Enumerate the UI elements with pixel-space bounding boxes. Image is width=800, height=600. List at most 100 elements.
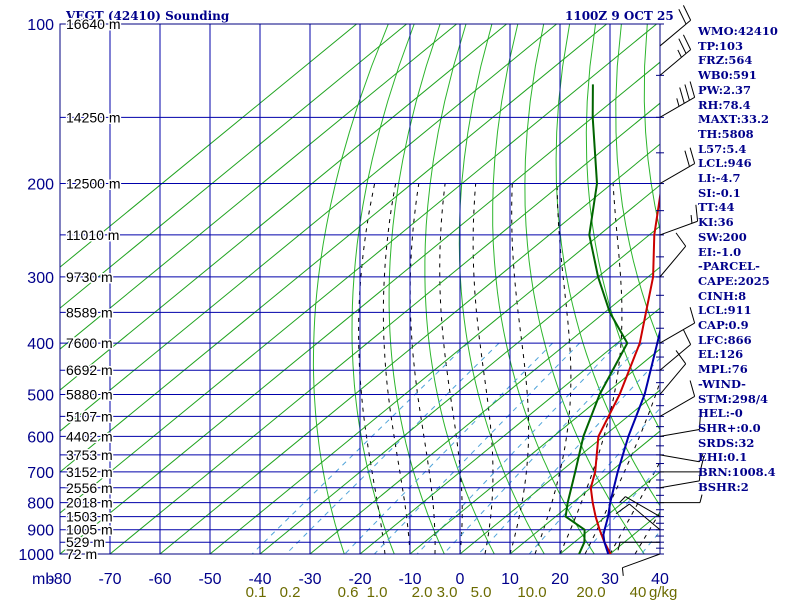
isotherm-line [409, 348, 660, 554]
stat-item: LI:-4.7 [698, 171, 741, 186]
height-label: 1503 m [66, 509, 113, 525]
wind-barb-feather [682, 329, 692, 345]
pressure-tick-label: 800 [27, 496, 54, 513]
wind-barb-half-feather [690, 215, 693, 224]
wind-barb-feather [689, 307, 696, 324]
wind-barb-staff [659, 363, 687, 395]
stat-item: TT:44 [698, 200, 735, 215]
wind-barb-staff [659, 19, 691, 47]
stat-item: HEL:-0 [698, 406, 743, 421]
stat-item: EL:126 [698, 347, 744, 362]
sounding-datetime: 1100Z 9 OCT 25 [565, 9, 674, 23]
mixing-ratio-unit-label: g/kg [649, 584, 677, 600]
temperature-tick-label: 10 [501, 571, 519, 588]
wind-barb [659, 34, 692, 76]
wind-barb-feather [698, 412, 702, 430]
mixing-ratio-tick-label: 0.2 [280, 584, 301, 600]
wind-barb [619, 496, 661, 518]
pressure-tick-label: 300 [27, 270, 54, 287]
height-label: 11010 m [66, 227, 119, 243]
moist-adiabat-line [534, 183, 572, 554]
moist-adiabat-line [409, 183, 436, 554]
stat-item: EI:-1.0 [698, 244, 742, 259]
temperature-tick-label: 0 [456, 571, 465, 588]
temperature-tick-label: -10 [398, 571, 421, 588]
stat-item: RH:78.4 [698, 97, 751, 112]
moist-adiabat-line [609, 460, 660, 554]
wind-barb [659, 412, 702, 437]
dry-adiabat-line [312, 24, 389, 554]
isotherm-line [359, 307, 660, 554]
pressure-tick-label: 700 [27, 465, 54, 482]
height-label: 2556 m [66, 480, 113, 496]
x-axis-unit-label: mb [32, 571, 54, 588]
wind-barb [659, 232, 687, 278]
temperature-tick-label: 30 [601, 571, 619, 588]
stat-item: MAXT:33.2 [698, 112, 769, 127]
wind-barb-half-feather [698, 454, 704, 462]
wind-barb-staff [659, 480, 700, 489]
wind-barb-feather [682, 5, 692, 21]
moist-adiabat-line [509, 183, 530, 554]
stat-item: WB0:591 [698, 68, 757, 83]
wind-barb-feather [675, 232, 687, 247]
height-label: 12500 m [66, 176, 120, 192]
pressure-tick-label: 1000 [18, 547, 54, 564]
moist-adiabat-line [358, 183, 386, 554]
mixing-ratio-tick-label: 10.0 [517, 584, 546, 600]
stat-item: TH:5808 [698, 126, 754, 141]
stat-item: L57:5.4 [698, 141, 747, 156]
mixing-ratio-tick-label: 3.0 [437, 584, 458, 600]
isotherm-line [60, 24, 457, 350]
wind-barb [659, 329, 692, 371]
wind-barb-staff [659, 163, 695, 184]
wind-barb-half-feather [621, 567, 624, 576]
height-label: 3152 m [66, 464, 113, 480]
isotherm-line [60, 24, 557, 432]
temperature-tick-label: -40 [248, 571, 271, 588]
chart-title: VEGT (42410) Sounding [66, 9, 230, 23]
pressure-tick-label: 600 [27, 429, 54, 446]
mixing-ratio-line [285, 342, 500, 554]
wind-barb [659, 472, 701, 489]
wind-barb-feather [684, 150, 690, 167]
wind-barb-feather [684, 84, 690, 101]
height-label: 72 m [66, 546, 97, 562]
wind-barb [659, 307, 696, 344]
mixing-ratio-line [478, 357, 660, 554]
stat-item: CINH:8 [698, 288, 747, 303]
stat-item: -PARCEL- [698, 259, 760, 274]
height-label: 1005 m [66, 522, 113, 538]
height-label: 8589 m [66, 304, 113, 320]
wind-barb-staff [622, 553, 661, 569]
stat-item: BSHR:2 [698, 479, 749, 494]
temperature-tick-label: -30 [298, 571, 321, 588]
height-label: 14250 m [66, 109, 120, 125]
moist-adiabat-line [559, 183, 623, 554]
isotherm-line [309, 266, 660, 554]
stat-item: EHI:0.1 [698, 450, 748, 465]
wind-barb [659, 81, 696, 118]
stat-item: LCL:946 [698, 156, 752, 171]
wind-barb [659, 147, 696, 184]
stat-item: PW:2.37 [698, 82, 752, 97]
isotherm-line [60, 24, 507, 391]
moist-adiabat-line [382, 183, 411, 554]
mixing-ratio-tick-label: 5.0 [471, 584, 492, 600]
wind-barb-staff [659, 245, 687, 278]
mixing-ratio-tick-label: 2.0 [412, 584, 433, 600]
isotherm-line [60, 24, 357, 268]
wind-barb-feather [682, 34, 692, 50]
wind-barb-half-feather [677, 49, 682, 58]
wind-barb-staff [659, 96, 695, 118]
stat-item: MPL:76 [698, 362, 748, 377]
wind-barb-feather [689, 147, 696, 164]
dry-adiabat-line [555, 24, 660, 507]
stat-item: STM:298/4 [698, 391, 769, 406]
isotherm-line [109, 102, 660, 554]
temperature-tick-label: -70 [98, 571, 121, 588]
stat-item: LCL:911 [698, 303, 752, 318]
isotherm-line [459, 389, 660, 554]
wind-barb-feather [615, 503, 630, 515]
moist-adiabat-line [472, 183, 494, 554]
